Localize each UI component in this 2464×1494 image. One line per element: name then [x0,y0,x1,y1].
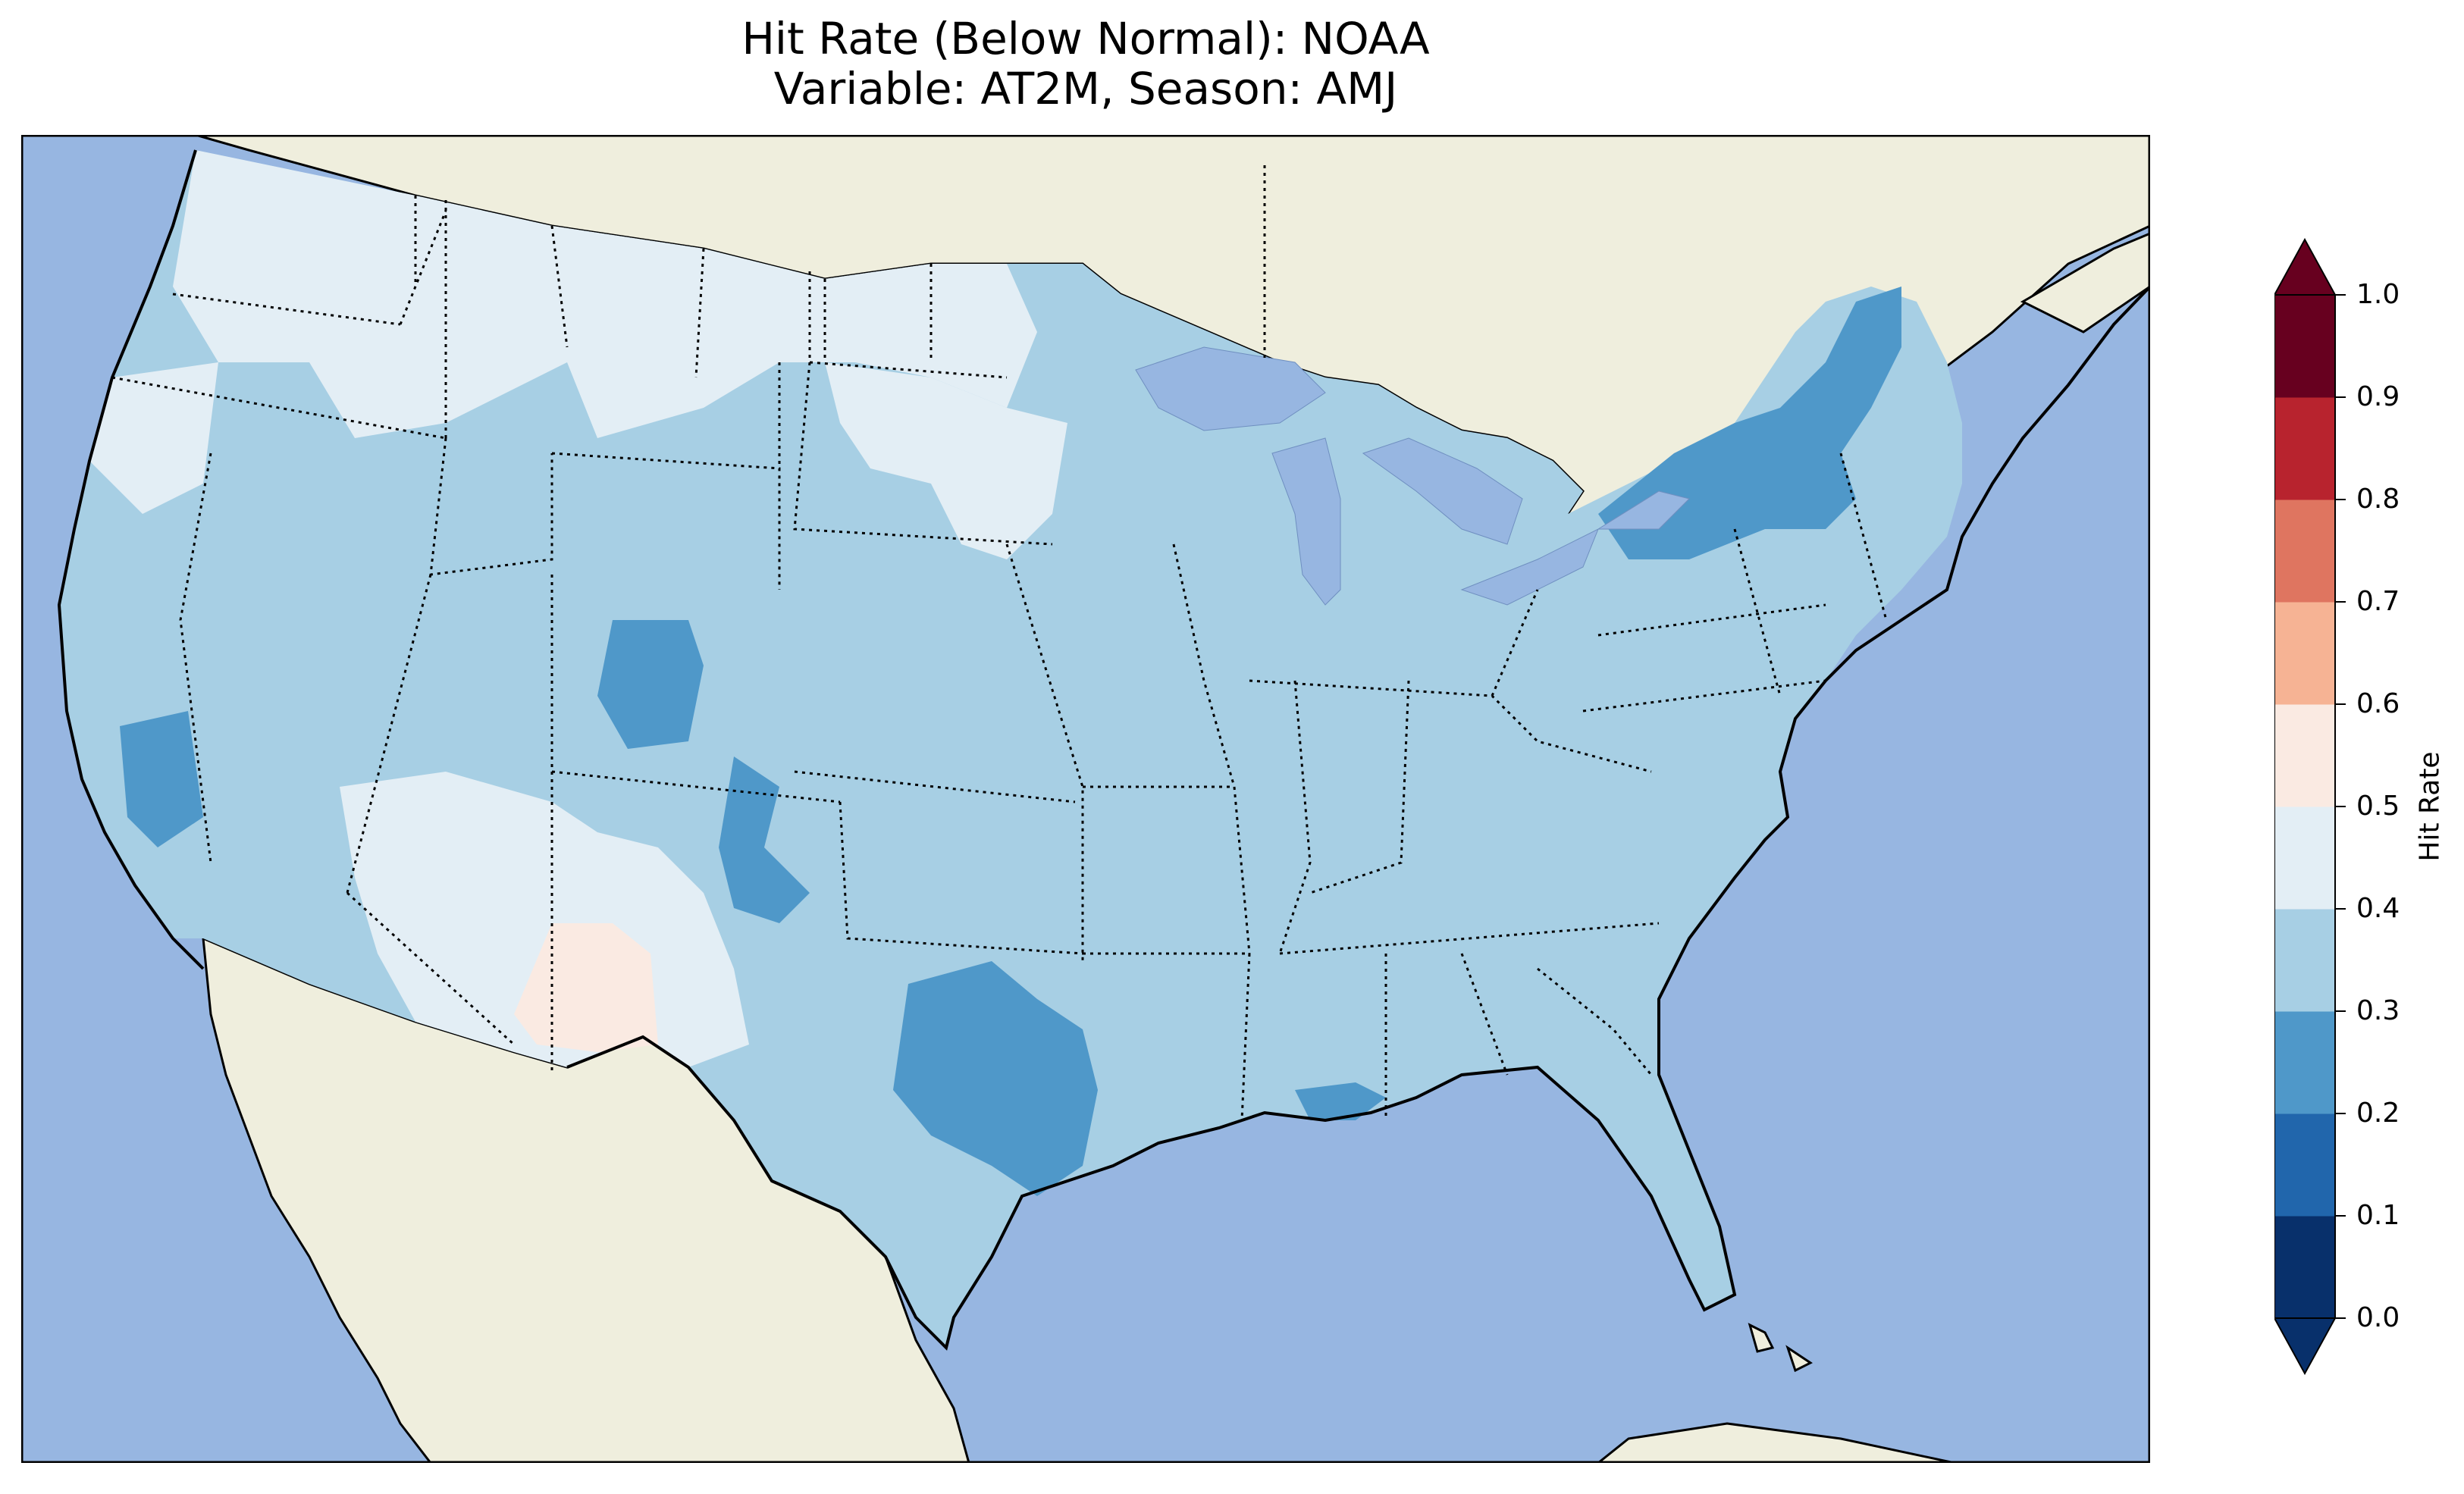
colorbar-label: Hit Rate [2414,751,2446,862]
colorbar-tick-label: 0.7 [2356,586,2400,617]
great-lakes [1135,346,1690,606]
state-boundary [793,362,1053,546]
state-boundary [794,770,1076,803]
state-boundary [1537,967,1653,1076]
north-texas [893,961,1098,1196]
northwest-montana-band [173,150,1037,438]
map-svg [21,135,2150,1463]
state-boundary [111,376,447,440]
colorbar-tick-label: 0.2 [2356,1098,2400,1129]
state-boundary [1083,952,1251,1121]
colorbar-tick-label: 0.5 [2356,791,2400,822]
state-boundary [839,801,1083,955]
colorbar-segment [2274,1216,2335,1319]
colorbar-tick-label: 0.6 [2356,688,2400,719]
state-boundary [346,574,432,894]
colorbar-tick-label: 0.1 [2356,1200,2400,1231]
map-frame-border [21,135,2150,1463]
map-panel [21,135,2150,1463]
colorbar-tick-label: 0.4 [2356,893,2400,924]
state-boundary [399,210,447,325]
state-boundary [1460,953,1509,1076]
island [1748,1323,1775,1353]
state-boundary [1279,922,1660,955]
state-boundary [1309,680,1410,894]
colorbar-segment [2274,295,2335,398]
central-california [120,711,203,847]
colorbar-segment [2274,704,2335,807]
title-line-2: Variable: AT2M, Season: AMJ [773,63,1398,114]
state-boundary [551,452,781,590]
state-boundary [1733,528,1782,697]
colorbar-segment [2274,807,2335,910]
state-boundary [429,437,553,576]
dakotas [825,362,1067,559]
island [1785,1345,1813,1373]
colorbar-tick-label: 1.0 [2356,279,2400,310]
nova-scotia-land [2020,232,2150,334]
province-boundary [694,248,705,378]
pacific-northwest [89,362,218,514]
new-mexico-pink [514,923,658,1052]
louisiana-coast [1295,1082,1386,1120]
state-boundary [172,293,401,326]
colorbar-segment [2274,500,2335,603]
colorbar-tick-label: 0.8 [2356,484,2400,515]
colorbar [2274,238,2346,1375]
title-line-1: Hit Rate (Below Normal): NOAA [741,13,1430,64]
colorbar-extend-min [2274,1317,2337,1375]
colorbar-extend-max [2274,238,2337,296]
cuba-land [1596,1422,1955,1463]
state-boundary [1005,543,1084,961]
colorbar-tick-label: 0.3 [2356,995,2400,1026]
state-boundary [1172,543,1236,788]
us-coastline [57,149,2150,1351]
state-boundary [1083,785,1251,954]
new-york-new-england [1598,287,1901,559]
colorbar-tick-label: 0.9 [2356,381,2400,412]
colorbar-segment [2274,397,2335,500]
colorado-rockies [597,620,810,923]
colorbar-tick-label: 0.0 [2356,1302,2400,1333]
state-boundary [1582,679,1826,713]
map-title: Hit Rate (Below Normal): NOAA Variable: … [21,14,2150,114]
colorbar-segment [2274,1011,2335,1114]
state-boundary [1249,679,1652,773]
colorbar-segment [2274,1113,2335,1217]
state-boundary [179,453,212,863]
state-boundary [1278,680,1312,954]
colorbar-segment [2274,602,2335,705]
state-boundary [1597,603,1826,637]
colorbar-segment [2274,909,2335,1012]
province-boundary [550,225,569,348]
state-boundary [1839,453,1888,621]
